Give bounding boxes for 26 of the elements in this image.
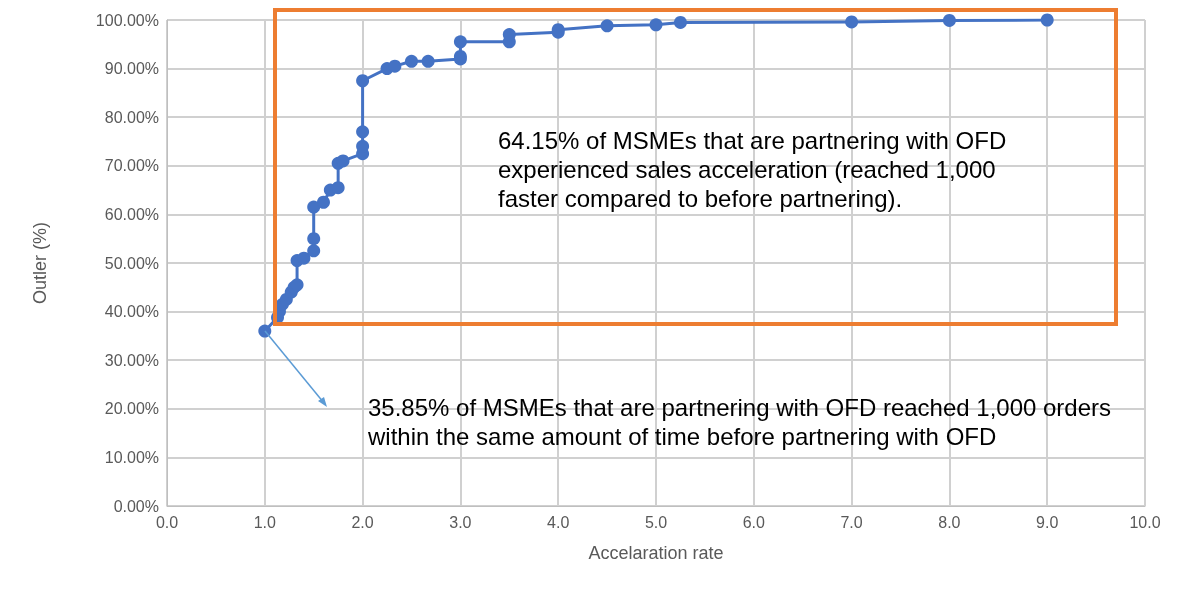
annotation: 64.15% of MSMEs that are partnering with OFD experienced sales acceleration (reached 1,000 faster compared to before partnering). (498, 126, 1008, 213)
x-tick-label: 3.0 (449, 513, 472, 531)
y-tick-label: 30.00% (104, 351, 159, 369)
y-tick-label: 50.00% (104, 254, 159, 272)
x-tick-label: 5.0 (644, 513, 668, 531)
x-tick-label: 7.0 (840, 513, 863, 531)
y-tick-label: 70.00% (104, 157, 159, 175)
x-tick-label: 4.0 (547, 513, 570, 531)
y-tick-label: 60.00% (104, 205, 159, 223)
x-tick-label: 9.0 (1036, 513, 1059, 531)
y-axis-title: Outler (%) (30, 221, 50, 305)
x-axis-title: Accelaration rate (588, 543, 724, 563)
y-tick-label: 90.00% (104, 60, 159, 78)
x-tick-label: 1.0 (253, 513, 277, 531)
y-tick-label: 10.00% (104, 448, 159, 466)
x-tick-label: 0.0 (155, 513, 179, 531)
y-tick-label: 20.00% (104, 400, 159, 418)
y-tick-label: 40.00% (104, 303, 159, 321)
x-tick-label: 6.0 (742, 513, 766, 531)
annotation: 35.85% of MSMEs that are partnering with OFD reached 1,000 orders within the same amount of time before partnering with OFD (368, 393, 1113, 451)
x-tick-label: 10.0 (1129, 513, 1161, 531)
x-tick-label: 2.0 (351, 513, 374, 531)
y-tick-label: 80.00% (104, 108, 159, 126)
y-tick-label: 100.00% (95, 11, 159, 29)
x-tick-label: 8.0 (938, 513, 961, 531)
y-tick-label: 0.00% (113, 497, 159, 515)
